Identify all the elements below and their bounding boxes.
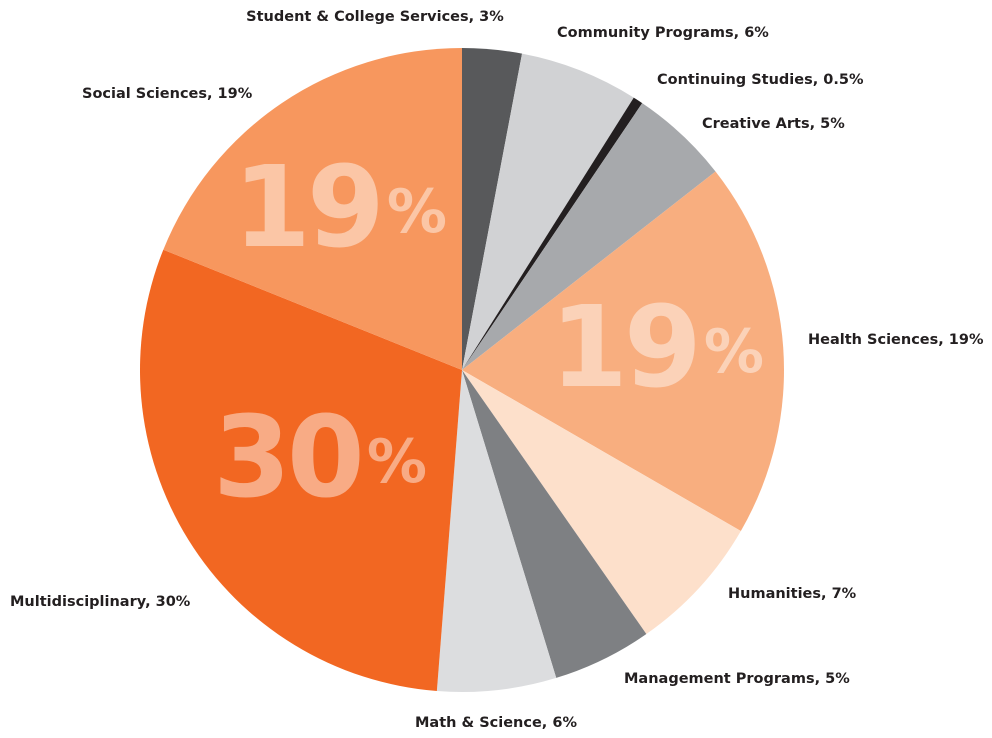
slice-label: Humanities, 7% <box>728 586 857 602</box>
slice-label: Community Programs, 6% <box>557 25 769 41</box>
pie-slice <box>436 370 557 692</box>
pie-slice <box>462 171 784 531</box>
pie-slice <box>140 249 462 692</box>
slice-value-label: 30% <box>213 393 426 523</box>
pie-slice <box>462 370 647 678</box>
slice-label: Multidisciplinary, 30% <box>10 594 191 610</box>
slice-label: Creative Arts, 5% <box>702 116 845 132</box>
slice-label: Student & College Services, 3% <box>246 9 504 25</box>
slice-label: Social Sciences, 19% <box>82 86 253 102</box>
pie-slice <box>462 53 634 370</box>
slice-label: Management Programs, 5% <box>624 671 850 687</box>
pie-slice <box>462 103 716 371</box>
slice-label: Continuing Studies, 0.5% <box>657 72 864 88</box>
pie-slice <box>462 48 523 370</box>
slice-value-label: 19% <box>233 143 446 273</box>
slice-value-label: 19% <box>550 283 763 413</box>
slice-label: Math & Science, 6% <box>415 715 577 731</box>
pie-slice <box>163 48 462 370</box>
pie-slice <box>462 97 643 370</box>
pie-slice <box>462 370 741 635</box>
slice-label: Health Sciences, 19% <box>808 332 984 348</box>
